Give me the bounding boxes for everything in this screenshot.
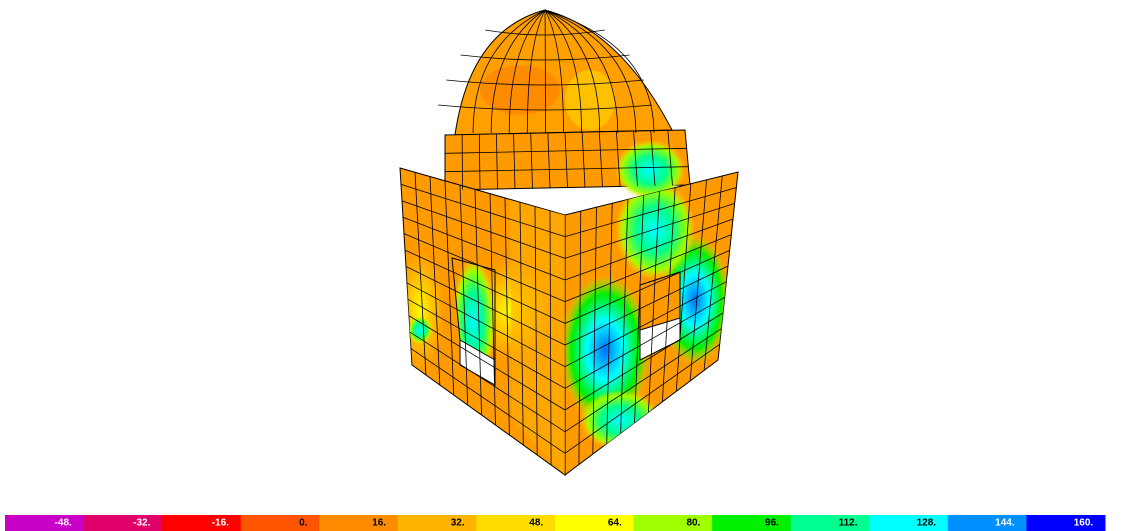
mesh-line [564, 218, 734, 281]
wall-patch [408, 316, 432, 344]
legend-label: -32. [133, 518, 150, 529]
legend-label: 112. [839, 518, 858, 529]
mesh-line [402, 216, 566, 281]
mesh-line [544, 9, 619, 134]
mesh-line [547, 132, 551, 188]
mesh-line [508, 9, 546, 134]
legend-label: 96. [765, 518, 779, 529]
legend-label: 64. [608, 518, 622, 529]
legend-swatch [1026, 515, 1106, 531]
mesh-line [513, 133, 516, 189]
mesh-line [544, 9, 637, 134]
mesh-line [530, 133, 533, 189]
mesh-line [667, 130, 673, 186]
mesh-line [401, 200, 566, 259]
mesh-line [544, 9, 601, 134]
drum-patch [615, 140, 685, 200]
mesh-line [478, 134, 481, 190]
mesh-line [444, 166, 689, 173]
mesh-line [438, 104, 652, 111]
mesh-line [564, 328, 722, 433]
mesh-line [460, 54, 630, 61]
legend-label: 80. [686, 518, 700, 529]
mesh-line [446, 79, 644, 86]
mesh [400, 9, 737, 466]
legend-label: 144. [995, 518, 1015, 529]
mesh-line [526, 9, 546, 134]
mesh-line [407, 298, 566, 389]
dome-patch [480, 65, 560, 115]
mesh-line [405, 266, 566, 346]
legend-swatch [476, 515, 556, 531]
legend-label: 160. [1074, 518, 1094, 529]
mesh-line [544, 9, 655, 134]
legend-label: 48. [529, 518, 543, 529]
legend-label: -48. [55, 518, 72, 529]
color-legend: -48. -32. -16. 0. 16. 32. 48. 64. 80. 96. 112. 128.… [5, 515, 1106, 531]
mesh-line [564, 344, 720, 454]
mesh-line [496, 133, 498, 189]
mesh-line [564, 187, 737, 238]
wall-patch [580, 390, 660, 450]
mesh-line [490, 9, 546, 134]
mesh-line [616, 131, 621, 187]
legend-swatch [712, 515, 792, 531]
legend-swatch [869, 515, 949, 531]
mesh-line [406, 282, 566, 368]
legend-swatch [5, 515, 85, 531]
mesh-line [564, 234, 732, 303]
legend-label: 0. [299, 518, 308, 529]
mesh-line [598, 131, 603, 187]
legend-swatch [947, 515, 1027, 531]
legend-swatch [83, 515, 163, 531]
mesh-line [485, 29, 605, 36]
legend-label: 128. [917, 518, 937, 529]
mesh-line [564, 132, 568, 188]
legend-label: 32. [451, 518, 465, 529]
legend-label: -16. [212, 518, 229, 529]
legend-swatch [397, 515, 477, 531]
legend-swatch [162, 515, 242, 531]
mesh-line [633, 131, 638, 187]
legend-swatch [633, 515, 713, 531]
mesh-line [400, 184, 566, 238]
mesh-line [564, 312, 724, 411]
mesh-line [444, 147, 687, 154]
wall-patch [565, 275, 650, 425]
legend-swatch [790, 515, 870, 531]
dome-patch [565, 70, 615, 130]
column [510, 200, 565, 475]
legend-swatch [240, 515, 320, 531]
mesh-line [650, 130, 656, 186]
mesh-line [410, 348, 566, 454]
opening-left [459, 339, 496, 386]
mesh-line [581, 132, 586, 188]
mesh-line [409, 331, 566, 433]
mesh-line [408, 315, 566, 411]
mesh-line [564, 281, 727, 368]
mesh-line [404, 249, 566, 324]
mesh-line [564, 265, 729, 346]
mesh-line [544, 9, 564, 134]
mesh-line [403, 233, 566, 303]
structure [399, 9, 739, 477]
mesh-line [564, 296, 725, 389]
legend-label: 16. [372, 518, 386, 529]
legend-swatch [555, 515, 635, 531]
mesh-line [564, 249, 730, 324]
legend-swatch [319, 515, 399, 531]
mesh-line [544, 9, 582, 134]
mesh-line [564, 202, 735, 259]
